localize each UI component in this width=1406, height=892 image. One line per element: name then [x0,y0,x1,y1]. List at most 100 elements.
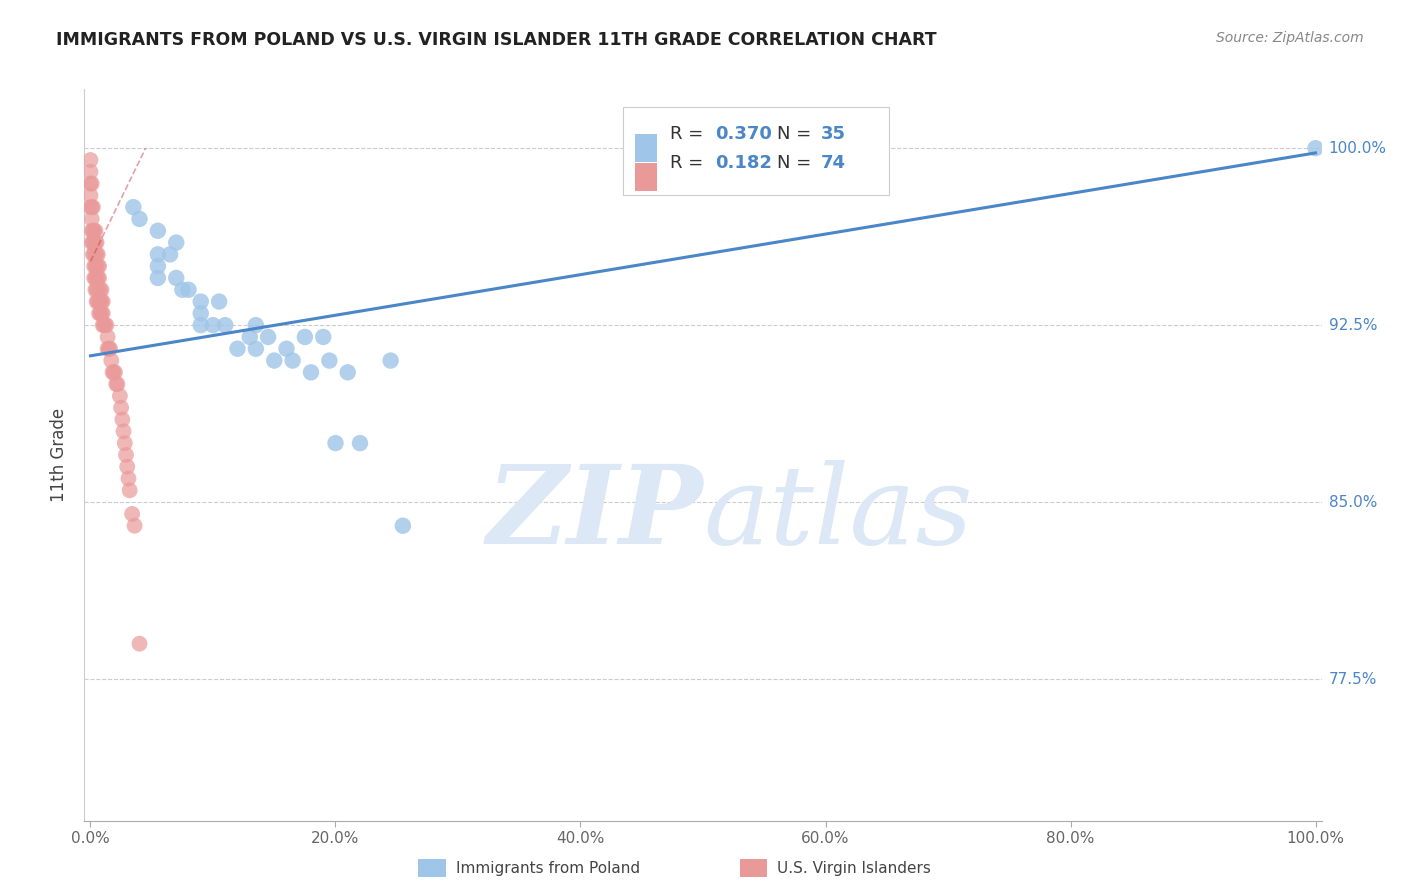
Point [146,271,169,285]
Point [165,271,187,285]
Point [97,342,120,356]
Point [84,259,107,273]
Point [86,294,108,309]
Point [146,247,169,261]
Point [103,365,125,379]
Point [87,294,110,309]
Point [1305,141,1327,155]
Point [98,342,121,356]
Point [96,318,118,333]
Point [325,436,347,450]
Point [318,353,340,368]
Point [128,211,150,226]
Text: 100.0%: 100.0% [1329,141,1386,156]
Point [87,306,110,320]
Point [115,459,138,474]
Point [86,283,108,297]
Point [201,318,224,333]
Text: atlas: atlas [703,459,973,567]
Point [177,283,200,297]
Point [84,224,107,238]
Point [80,235,103,250]
Point [392,518,415,533]
Point [89,306,111,320]
Point [190,294,212,309]
Point [80,200,103,214]
Point [105,377,128,392]
Text: U.S. Virgin Islanders: U.S. Virgin Islanders [778,861,931,876]
Point [336,365,359,379]
Text: 35: 35 [821,125,845,143]
Point [91,294,114,309]
Point [80,224,103,238]
Point [89,283,111,297]
Point [214,318,236,333]
Point [117,471,139,485]
Point [146,259,169,273]
Point [91,306,114,320]
Point [86,247,108,261]
Point [87,294,110,309]
Point [83,271,105,285]
FancyBboxPatch shape [623,108,889,195]
Text: 92.5%: 92.5% [1329,318,1376,333]
Text: N =: N = [778,154,817,172]
Point [94,318,117,333]
Point [79,200,101,214]
Text: R =: R = [669,154,709,172]
Point [107,377,129,392]
Point [79,188,101,202]
Point [110,401,132,415]
Y-axis label: 11th Grade: 11th Grade [51,408,69,502]
Point [87,259,110,273]
Point [115,448,138,462]
Text: 85.0%: 85.0% [1329,494,1376,509]
Point [84,271,107,285]
FancyBboxPatch shape [419,859,446,877]
Text: 0.182: 0.182 [716,154,772,172]
Point [104,365,127,379]
Point [83,235,105,250]
Point [276,342,298,356]
Point [299,365,322,379]
Point [165,235,187,250]
Point [257,330,280,344]
Point [82,224,104,238]
Point [79,153,101,167]
Point [245,342,267,356]
Point [122,200,145,214]
Point [97,342,120,356]
Point [172,283,194,297]
Point [121,507,143,521]
Point [245,318,267,333]
Point [79,165,101,179]
Text: 74: 74 [821,154,845,172]
Point [80,177,103,191]
Text: Source: ZipAtlas.com: Source: ZipAtlas.com [1216,31,1364,45]
Point [86,271,108,285]
Text: IMMIGRANTS FROM POLAND VS U.S. VIRGIN ISLANDER 11TH GRADE CORRELATION CHART: IMMIGRANTS FROM POLAND VS U.S. VIRGIN IS… [56,31,936,49]
Point [83,247,105,261]
Point [90,294,112,309]
Point [349,436,371,450]
Text: Immigrants from Poland: Immigrants from Poland [456,861,640,876]
Point [263,353,285,368]
Point [108,389,131,403]
Point [90,283,112,297]
Text: N =: N = [778,125,817,143]
Point [84,235,107,250]
Point [380,353,402,368]
Point [281,353,304,368]
Point [87,259,110,273]
FancyBboxPatch shape [740,859,768,877]
Point [84,247,107,261]
Point [112,425,135,439]
Point [79,177,101,191]
Point [93,318,115,333]
Point [91,318,114,333]
FancyBboxPatch shape [636,163,657,191]
Text: 0.370: 0.370 [716,125,772,143]
Text: 77.5%: 77.5% [1329,672,1376,687]
Point [312,330,335,344]
Point [226,342,249,356]
